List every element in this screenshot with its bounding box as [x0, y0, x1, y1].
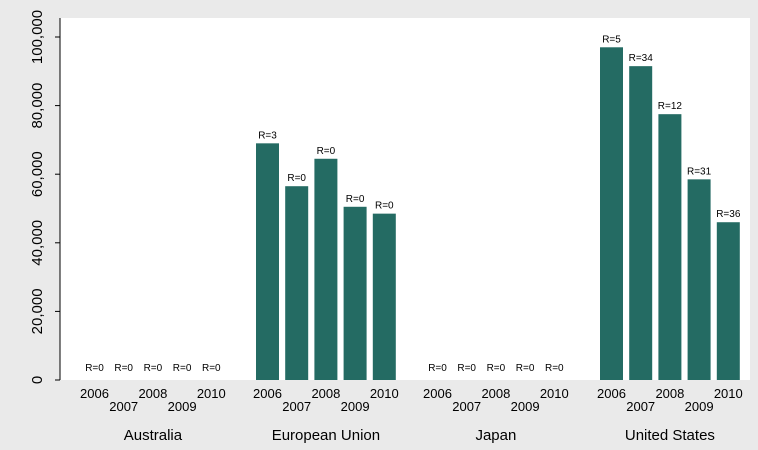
x-tick-label: 2009	[685, 399, 714, 414]
x-tick-label: 2008	[481, 386, 510, 401]
group-label: Australia	[124, 427, 183, 444]
bar	[372, 213, 396, 380]
x-tick-label: 2010	[197, 386, 226, 401]
bar-value-label: R=0	[144, 363, 163, 374]
bar-value-label: R=0	[287, 173, 306, 184]
x-tick-label: 2008	[655, 386, 684, 401]
bar	[687, 179, 711, 380]
bar	[600, 47, 623, 380]
bar	[256, 143, 279, 380]
x-tick-label: 2006	[597, 386, 626, 401]
bar	[285, 186, 309, 380]
bar-value-label: R=0	[317, 146, 336, 157]
x-tick-label: 2008	[138, 386, 167, 401]
bar-value-label: R=0	[173, 363, 192, 374]
bar-value-label: R=31	[687, 166, 712, 177]
x-tick-label: 2006	[253, 386, 282, 401]
bar-value-label: R=12	[658, 101, 683, 112]
bar-value-label: R=0	[428, 363, 447, 374]
bar	[716, 222, 740, 380]
y-tick-label: 20,000	[29, 288, 46, 334]
x-tick-label: 2007	[452, 399, 481, 414]
x-tick-label: 2009	[341, 399, 370, 414]
bar-value-label: R=0	[346, 194, 365, 205]
bar-value-label: R=36	[716, 209, 741, 220]
x-tick-label: 2007	[626, 399, 655, 414]
bar-value-label: R=0	[487, 363, 506, 374]
x-tick-label: 2007	[282, 399, 311, 414]
bar	[314, 158, 338, 380]
bar-value-label: R=0	[545, 363, 564, 374]
y-tick-label: 0	[29, 376, 46, 384]
bar-value-label: R=3	[258, 130, 277, 141]
x-labels: 20062007200820092010Australia20062007200…	[80, 386, 743, 444]
y-tick-label: 60,000	[29, 151, 46, 197]
x-tick-label: 2010	[540, 386, 569, 401]
x-tick-label: 2008	[311, 386, 340, 401]
bar	[658, 114, 682, 381]
bar-value-label: R=0	[85, 363, 104, 374]
bars	[256, 47, 740, 381]
x-tick-label: 2010	[370, 386, 399, 401]
bar-value-label: R=5	[602, 34, 621, 45]
bar-value-label: R=0	[114, 363, 133, 374]
x-tick-label: 2009	[168, 399, 197, 414]
bar-value-label: R=0	[516, 363, 535, 374]
bar-value-label: R=0	[202, 363, 221, 374]
y-axis: 0 20,000 40,000 60,000 80,000 100,000	[29, 10, 61, 384]
bar	[629, 66, 653, 380]
group-label: Japan	[475, 427, 516, 444]
group-label: European Union	[272, 427, 380, 444]
x-tick-label: 2006	[423, 386, 452, 401]
bar	[343, 206, 367, 380]
y-tick-label: 40,000	[29, 220, 46, 266]
x-tick-label: 2009	[511, 399, 540, 414]
x-tick-label: 2007	[109, 399, 138, 414]
group-label: United States	[625, 427, 715, 444]
y-tick-label: 80,000	[29, 83, 46, 129]
bar-value-label: R=34	[629, 53, 654, 64]
x-tick-label: 2006	[80, 386, 109, 401]
x-tick-label: 2010	[714, 386, 743, 401]
bar-value-label: R=0	[375, 201, 394, 212]
y-tick-label: 100,000	[29, 10, 46, 64]
bar-value-label: R=0	[457, 363, 476, 374]
bar-labels: R=0 R=0 R=0 R=0 R=0 R=3 R=0 R=0 R=0 R=0 R=0 R=0 R=0 R…	[85, 34, 741, 374]
